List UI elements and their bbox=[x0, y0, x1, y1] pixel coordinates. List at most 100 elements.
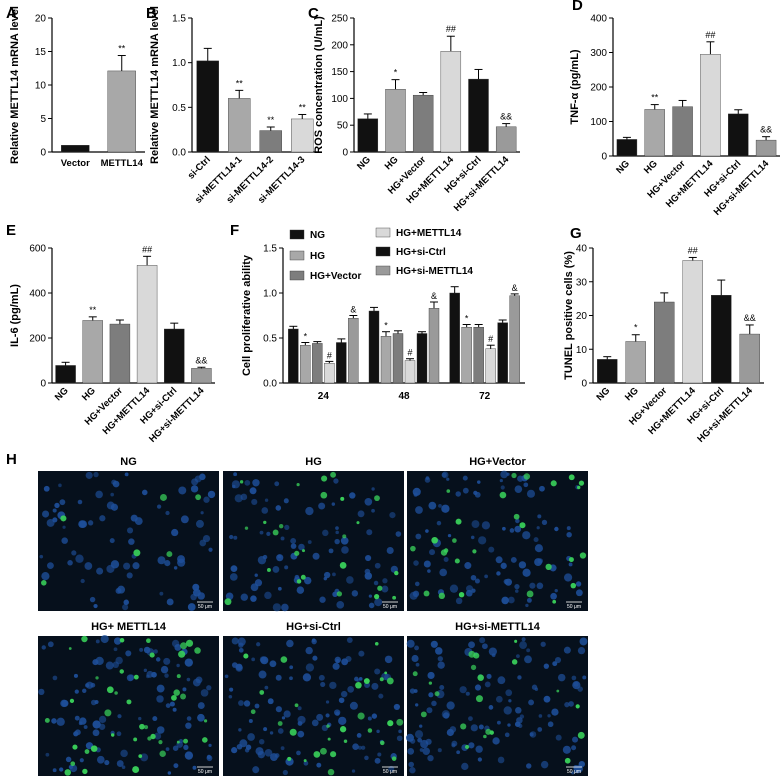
tunel-positive-cell bbox=[489, 730, 494, 735]
nucleus bbox=[446, 477, 450, 481]
nucleus bbox=[290, 538, 297, 544]
nucleus bbox=[303, 576, 312, 585]
nucleus bbox=[424, 477, 431, 483]
nucleus bbox=[113, 647, 118, 652]
bar-B-si-METTL14-2 bbox=[259, 130, 282, 153]
bar-G-HG bbox=[625, 341, 646, 384]
nucleus bbox=[563, 573, 573, 582]
tunel-positive-cell bbox=[434, 691, 440, 697]
y-tick-label-B: 0.0 bbox=[172, 148, 186, 159]
nucleus bbox=[233, 535, 238, 540]
tunel-positive-cell bbox=[552, 599, 557, 604]
nucleus bbox=[312, 552, 320, 560]
y-tick-label-A: 0 bbox=[40, 148, 46, 159]
bar-F-HG+METTL14-24 bbox=[324, 363, 335, 384]
nucleus bbox=[537, 727, 543, 732]
nucleus bbox=[240, 493, 248, 501]
tunel-positive-cell bbox=[556, 689, 560, 693]
nucleus bbox=[357, 745, 362, 750]
nucleus bbox=[368, 602, 375, 609]
nucleus bbox=[356, 678, 360, 683]
bar-C-HG bbox=[385, 89, 406, 153]
nucleus bbox=[366, 529, 373, 536]
nucleus bbox=[541, 519, 548, 525]
nucleus bbox=[286, 639, 294, 648]
micrograph-1: 50 μm bbox=[38, 471, 219, 611]
x-tick-label-F: 24 bbox=[318, 391, 330, 402]
tunel-positive-cell bbox=[446, 489, 451, 493]
nucleus bbox=[84, 562, 93, 570]
nucleus bbox=[335, 526, 339, 530]
nucleus bbox=[358, 650, 365, 657]
nucleus bbox=[244, 748, 250, 753]
scale-bar-label: 50 μm bbox=[198, 769, 212, 775]
nucleus bbox=[333, 478, 339, 484]
nucleus bbox=[165, 747, 170, 751]
tunel-positive-cell bbox=[243, 653, 249, 659]
x-tick-label-D: HG bbox=[642, 158, 660, 176]
tunel-positive-cell bbox=[363, 678, 370, 685]
y-tick-label-E: 400 bbox=[29, 289, 46, 300]
tunel-positive-cell bbox=[111, 733, 115, 737]
bar-C-HG+Vector bbox=[412, 94, 434, 153]
nucleus bbox=[414, 581, 420, 587]
panel-label-C: C bbox=[308, 5, 319, 22]
nucleus bbox=[190, 593, 197, 601]
significance-F: # bbox=[327, 350, 332, 360]
nucleus bbox=[507, 723, 511, 727]
nucleus bbox=[208, 743, 212, 748]
tunel-positive-cell bbox=[578, 480, 585, 486]
nucleus bbox=[409, 767, 416, 774]
nucleus bbox=[180, 515, 189, 524]
nucleus bbox=[323, 571, 331, 579]
tunel-positive-cell bbox=[114, 691, 118, 695]
tunel-positive-cell bbox=[380, 740, 385, 746]
nucleus bbox=[462, 487, 469, 494]
nucleus bbox=[533, 537, 539, 543]
y-tick-label-B: 0.5 bbox=[172, 103, 186, 114]
nucleus bbox=[172, 707, 177, 712]
bar-F-HG+Vector-48 bbox=[392, 333, 404, 384]
nucleus bbox=[47, 641, 54, 648]
nucleus bbox=[228, 695, 233, 699]
nucleus bbox=[464, 562, 472, 570]
tunel-positive-cell bbox=[119, 669, 124, 674]
nucleus bbox=[491, 653, 496, 658]
nucleus bbox=[238, 728, 242, 732]
legend-label-HG+METTL14: HG+METTL14 bbox=[396, 228, 462, 239]
nucleus bbox=[251, 657, 256, 662]
nucleus bbox=[231, 637, 239, 645]
tunel-positive-cell bbox=[296, 483, 300, 487]
bar-F-HG-72 bbox=[461, 327, 472, 384]
nucleus bbox=[263, 727, 268, 732]
nucleus bbox=[200, 511, 204, 515]
nucleus bbox=[425, 738, 432, 745]
tunel-positive-cell bbox=[176, 674, 181, 679]
nucleus bbox=[254, 573, 258, 577]
nucleus bbox=[93, 603, 98, 609]
nucleus bbox=[318, 502, 326, 510]
scale-bar-label: 50 μm bbox=[383, 769, 397, 775]
nucleus bbox=[356, 733, 362, 738]
tunel-positive-cell bbox=[377, 585, 383, 591]
y-tick-label-C: 50 bbox=[337, 121, 349, 132]
nucleus bbox=[264, 498, 269, 502]
tunel-positive-cell bbox=[195, 494, 202, 501]
nucleus bbox=[446, 701, 455, 710]
bar-C-HG+METTL14 bbox=[440, 51, 462, 153]
nucleus bbox=[382, 578, 388, 584]
nucleus bbox=[272, 603, 281, 612]
nucleus bbox=[514, 584, 520, 590]
nucleus bbox=[386, 546, 394, 555]
bar-F-NG-72 bbox=[449, 292, 460, 384]
nucleus bbox=[178, 486, 187, 495]
nucleus bbox=[252, 766, 260, 774]
nucleus bbox=[332, 591, 338, 598]
nucleus bbox=[503, 706, 512, 715]
nucleus bbox=[92, 729, 100, 737]
tunel-positive-cell bbox=[303, 759, 307, 763]
nucleus bbox=[334, 538, 340, 545]
nucleus bbox=[501, 596, 509, 605]
bar-F-HG+si-METTL14-72 bbox=[509, 295, 520, 384]
nucleus bbox=[340, 690, 348, 698]
